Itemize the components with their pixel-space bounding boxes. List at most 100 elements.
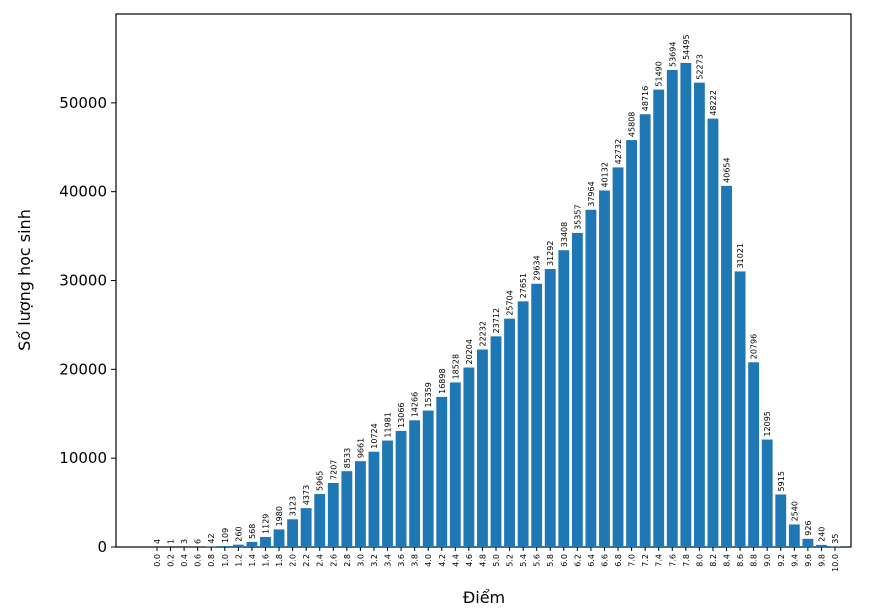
bar [327,482,339,547]
x-tick-label: 1.8 [275,554,284,567]
y-tick-label: 30000 [59,272,107,290]
bar [707,118,719,547]
bar [463,367,475,547]
data-label: 8533 [343,448,352,468]
data-label: 15359 [424,382,433,407]
bar [558,250,570,548]
data-label: 5965 [316,471,325,491]
data-label: 10724 [370,423,379,448]
x-tick-label: 3.8 [411,554,420,567]
x-tick-label: 3.0 [356,554,365,567]
data-label: 27651 [519,273,528,298]
x-tick-label: 4.4 [451,554,460,567]
x-tick-label: 6.0 [560,554,569,567]
bar [422,410,434,547]
bar [517,301,529,547]
x-tick-label: 0.6 [194,554,203,567]
bar [436,396,448,547]
data-label: 260 [234,526,243,541]
x-tick-label: 3.2 [370,554,379,567]
data-label: 35 [831,534,840,544]
bar [504,318,515,547]
x-tick-label: 4.0 [424,554,433,567]
bar [382,440,393,547]
bar [232,544,244,547]
bar [612,167,624,547]
data-label: 31021 [736,243,745,268]
data-label: 25704 [506,290,515,315]
data-label: 33408 [560,222,569,247]
x-tick-label: 4.6 [465,554,474,567]
data-label: 40654 [723,157,732,182]
data-label: 1 [167,539,176,544]
y-tick-label: 20000 [59,360,107,378]
data-label: 9661 [356,438,365,458]
bar [449,382,461,547]
data-label: 54495 [682,34,691,59]
bar [260,536,271,547]
data-label: 240 [817,527,826,542]
x-tick-label: 9.4 [790,554,799,567]
bar [666,70,678,547]
x-tick-label: 1.4 [248,554,257,567]
x-tick-label: 1.0 [221,554,230,567]
bar [531,283,543,547]
bar [775,494,787,547]
data-label: 5915 [777,471,786,491]
data-label: 42 [207,533,216,543]
x-tick-label: 1.2 [234,554,243,567]
x-tick-label: 8.4 [723,554,732,567]
y-tick-label: 50000 [59,94,107,112]
bar [287,519,299,547]
bar [626,140,638,547]
bar [395,430,407,547]
bar [341,471,353,547]
data-label: 13066 [397,402,406,427]
bar [571,232,583,547]
data-label: 20796 [750,334,759,359]
data-label: 48716 [641,86,650,111]
bar [219,546,231,547]
bar [680,62,692,548]
x-tick-label: 8.6 [736,554,745,567]
bar [246,541,258,547]
bar [585,209,597,548]
data-label: 37964 [587,181,596,206]
data-label: 1129 [261,514,270,534]
x-tick-label: 3.6 [397,554,406,567]
bar [734,271,746,547]
x-tick-label: 0.0 [153,554,162,567]
data-label: 31292 [546,241,555,266]
y-axis-label: Số lượng học sinh [15,209,34,351]
bar [748,362,760,547]
x-tick-label: 0.4 [180,554,189,567]
bar [544,269,556,547]
x-tick-label: 2.2 [302,554,311,567]
data-label: 926 [804,520,813,535]
data-label: 45808 [628,112,637,137]
x-tick-label: 6.4 [587,554,596,567]
x-tick-label: 0.2 [167,554,176,567]
x-tick-label: 7.6 [668,554,677,567]
data-label: 6 [194,539,203,544]
data-label: 3123 [289,496,298,516]
y-tick-label: 10000 [59,449,107,467]
data-label: 16898 [438,368,447,393]
bar [788,524,800,547]
data-label: 48222 [709,90,718,115]
x-tick-label: 1.6 [261,554,270,567]
x-tick-label: 2.6 [329,554,338,567]
bar [693,82,705,548]
data-label: 20204 [465,339,474,364]
x-tick-label: 8.8 [750,554,759,567]
x-tick-label: 5.2 [506,554,515,567]
bar [354,461,366,547]
data-label: 568 [248,524,257,539]
bar [273,529,285,547]
x-tick-label: 7.4 [655,554,664,567]
x-tick-label: 6.8 [614,554,623,567]
data-label: 2540 [790,501,799,521]
data-label: 4 [153,539,162,544]
